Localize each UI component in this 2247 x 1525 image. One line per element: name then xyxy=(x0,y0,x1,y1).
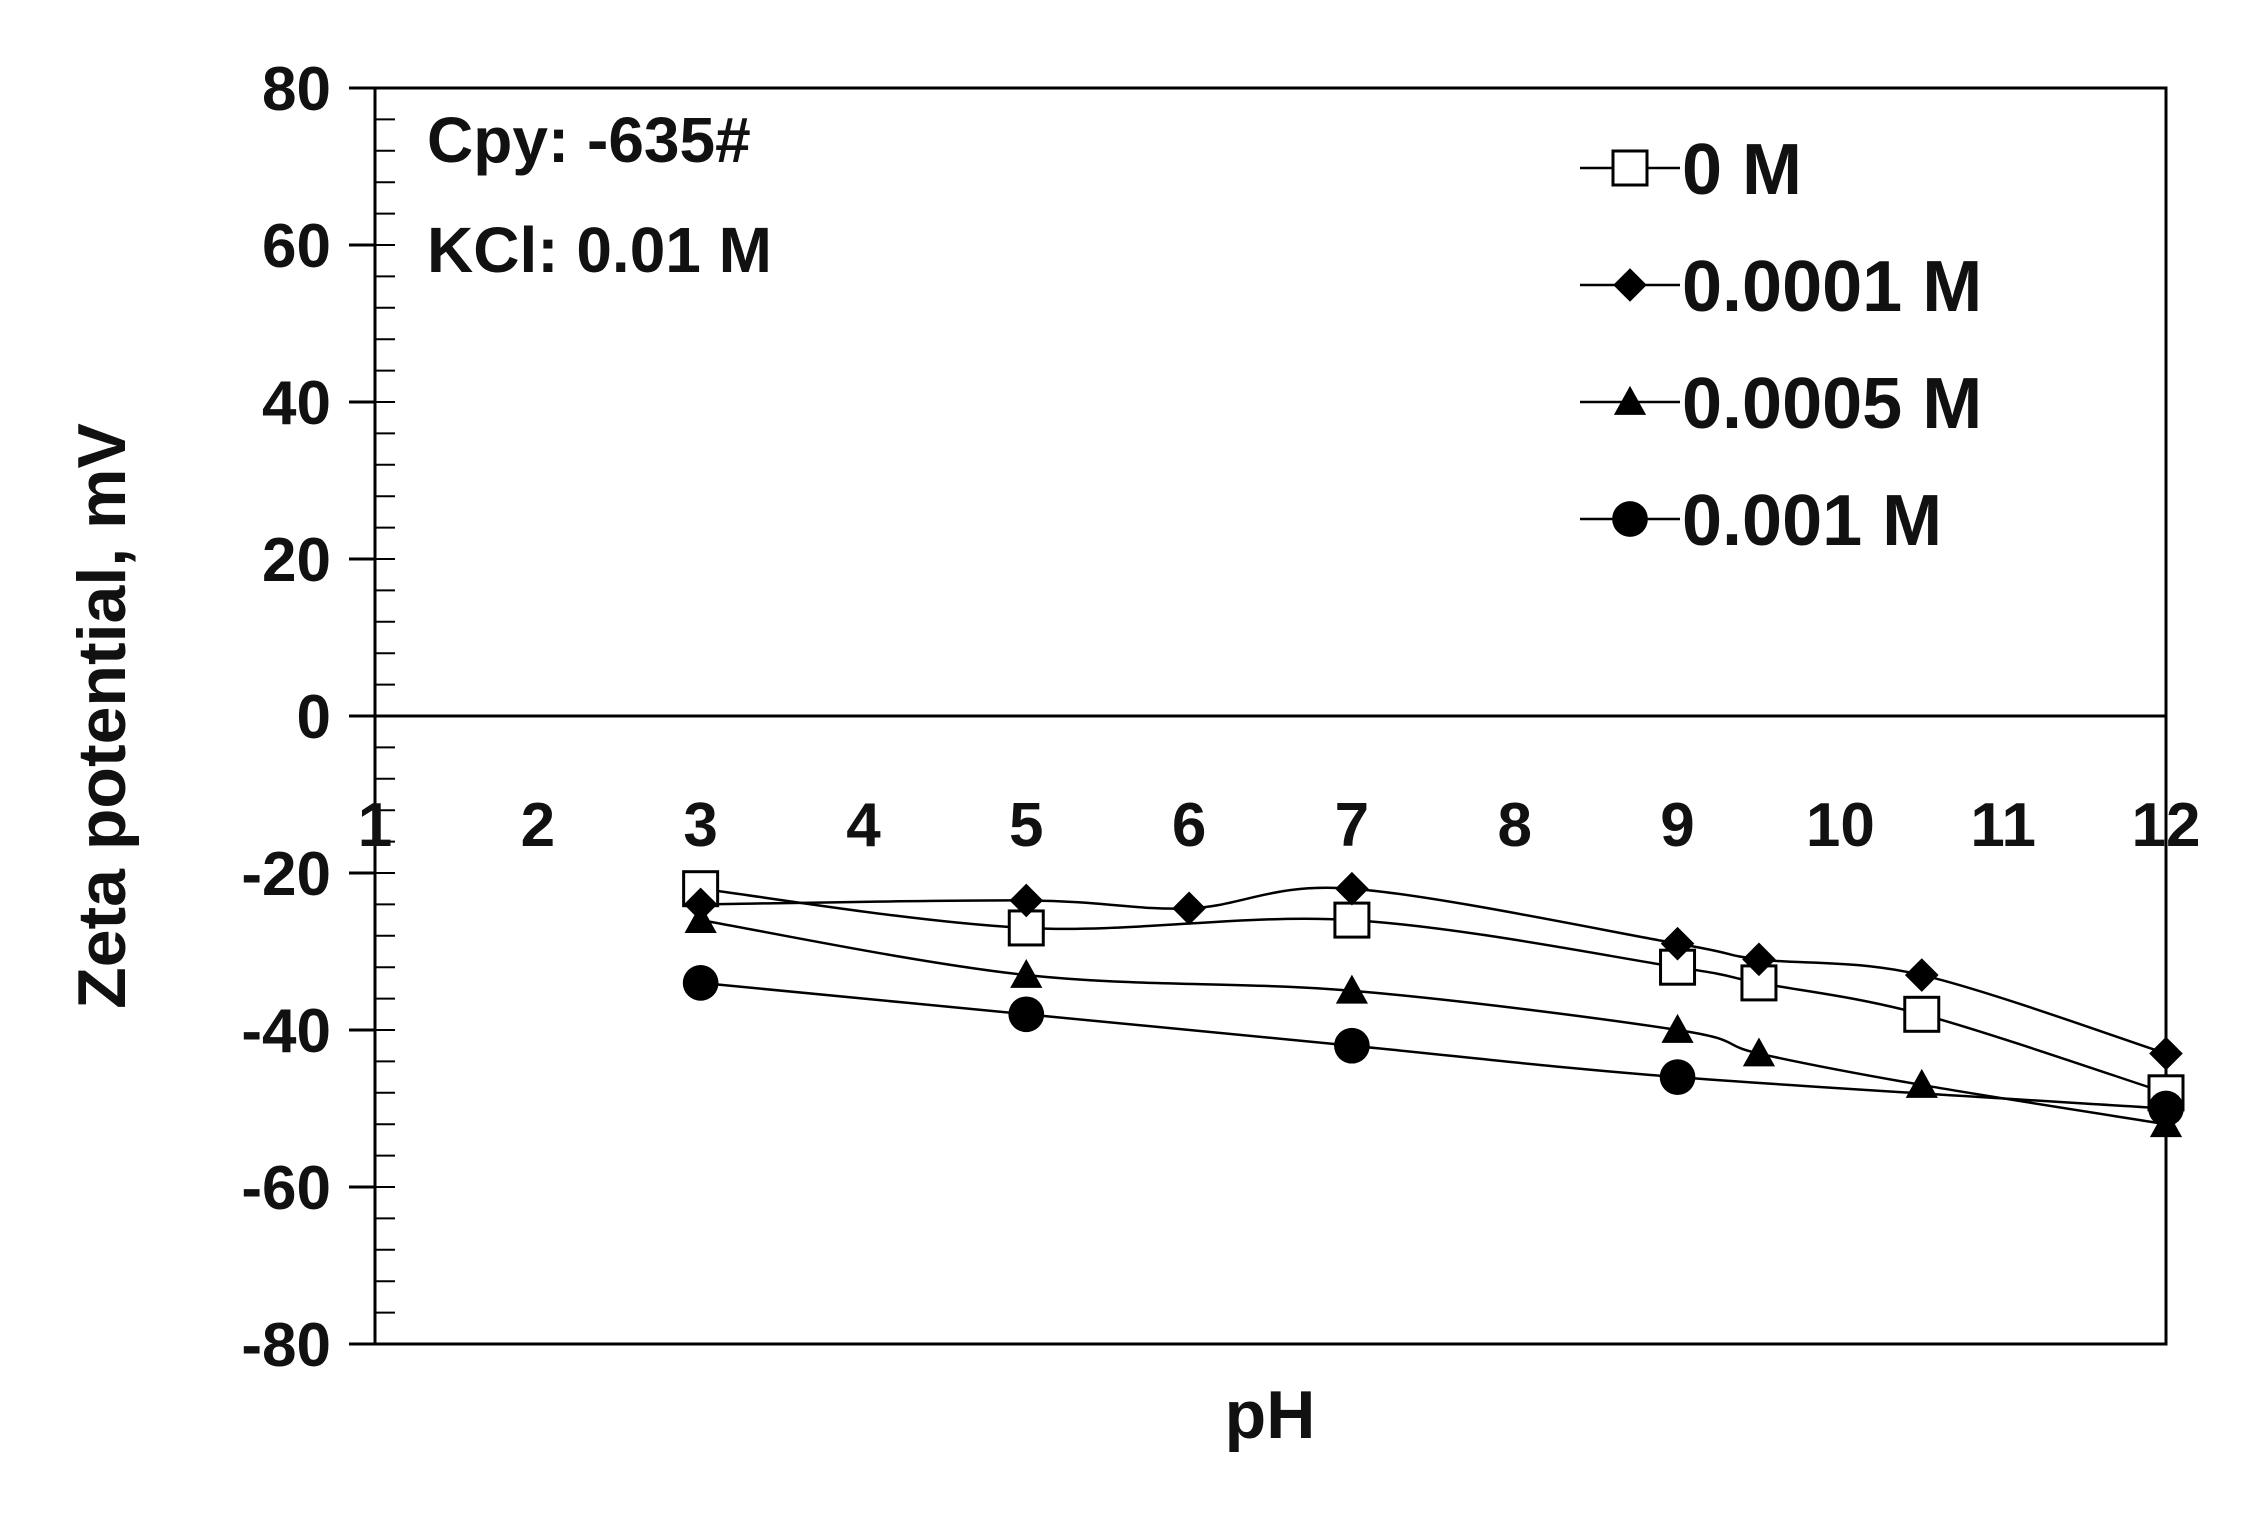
legend-label: 0 M xyxy=(1682,130,1802,210)
series-line xyxy=(700,886,2167,1055)
legend-marker xyxy=(1613,268,1647,302)
y-tick-label: 60 xyxy=(262,212,331,281)
legend-item: 0 M xyxy=(1580,130,1802,210)
legend-marker xyxy=(1611,149,1649,187)
x-tick-label: 3 xyxy=(683,791,717,860)
legend-item: 0.0005 M xyxy=(1580,364,1982,444)
x-tick-label: 12 xyxy=(2132,791,2201,860)
y-tick-label: -60 xyxy=(241,1154,331,1223)
x-tick-label: 10 xyxy=(1806,791,1875,860)
x-axis-title: pH xyxy=(1225,1377,1316,1453)
x-tick-label: 1 xyxy=(358,791,392,860)
data-point xyxy=(1009,883,1044,918)
y-axis-title: Zeta potential, mV xyxy=(64,423,140,1009)
series-3 xyxy=(684,904,2183,1138)
data-point xyxy=(684,904,717,933)
y-major-ticks xyxy=(349,86,375,1346)
legend-item: 0.001 M xyxy=(1580,481,1942,561)
x-tick-label: 5 xyxy=(1009,791,1043,860)
data-point xyxy=(2148,1090,2184,1127)
data-point xyxy=(2149,1036,2183,1071)
y-tick-label: -20 xyxy=(241,840,331,909)
y-tick-label: 80 xyxy=(262,55,331,124)
legend-label: 0.0005 M xyxy=(1682,364,1982,444)
series-4 xyxy=(682,965,2184,1127)
legend-item: 0.0001 M xyxy=(1580,247,1982,327)
x-tick-labels: 1 2 3 4 5 6 7 8 9 10 11 12 xyxy=(358,791,2201,860)
data-point xyxy=(1333,901,1371,939)
data-point xyxy=(1008,996,1045,1033)
y-tick-label: -80 xyxy=(241,1311,331,1380)
y-tick-label: 20 xyxy=(262,526,331,595)
y-tick-label: 40 xyxy=(262,369,331,438)
series-line xyxy=(700,887,2167,1094)
series-2 xyxy=(683,871,2183,1071)
x-tick-label: 7 xyxy=(1335,791,1369,860)
legend-label: 0.001 M xyxy=(1682,481,1942,561)
annotation-cpy: Cpy: -635# xyxy=(427,104,751,176)
data-point xyxy=(1661,1013,1694,1043)
legend-marker xyxy=(1612,501,1648,537)
x-tick-label: 6 xyxy=(1172,791,1206,860)
data-point xyxy=(1905,1068,1938,1098)
data-point xyxy=(1335,871,1369,906)
data-point xyxy=(1172,891,1206,926)
series-1 xyxy=(682,870,2185,1112)
x-tick-label: 4 xyxy=(846,791,881,860)
x-tick-label: 8 xyxy=(1497,791,1531,860)
series-layer xyxy=(682,870,2185,1138)
legend-marker xyxy=(1613,385,1647,415)
data-point xyxy=(1659,1059,1696,1095)
data-point xyxy=(1742,1037,1776,1067)
annotation-kcl: KCl: 0.01 M xyxy=(427,214,772,286)
y-tick-labels: 80 60 40 20 0 -20 -40 -60 -80 xyxy=(241,55,331,1380)
y-minor-ticks xyxy=(375,87,395,1345)
y-tick-label: 0 xyxy=(297,683,331,752)
legend-label: 0.0001 M xyxy=(1682,247,1982,327)
data-point xyxy=(1334,1027,1370,1064)
data-point xyxy=(1903,995,1941,1033)
data-point xyxy=(1660,926,1695,961)
y-tick-label: -40 xyxy=(241,997,331,1066)
data-point xyxy=(1904,958,1939,992)
x-tick-label: 11 xyxy=(1970,791,2036,860)
data-point xyxy=(1010,958,1043,988)
data-point xyxy=(682,965,719,1001)
legend: 0 M 0.0001 M 0.0005 M 0.001 M xyxy=(1580,130,1982,561)
data-point xyxy=(1335,974,1369,1004)
x-tick-label: 2 xyxy=(521,791,555,860)
data-point xyxy=(1742,942,1776,977)
x-tick-label: 9 xyxy=(1660,791,1694,860)
